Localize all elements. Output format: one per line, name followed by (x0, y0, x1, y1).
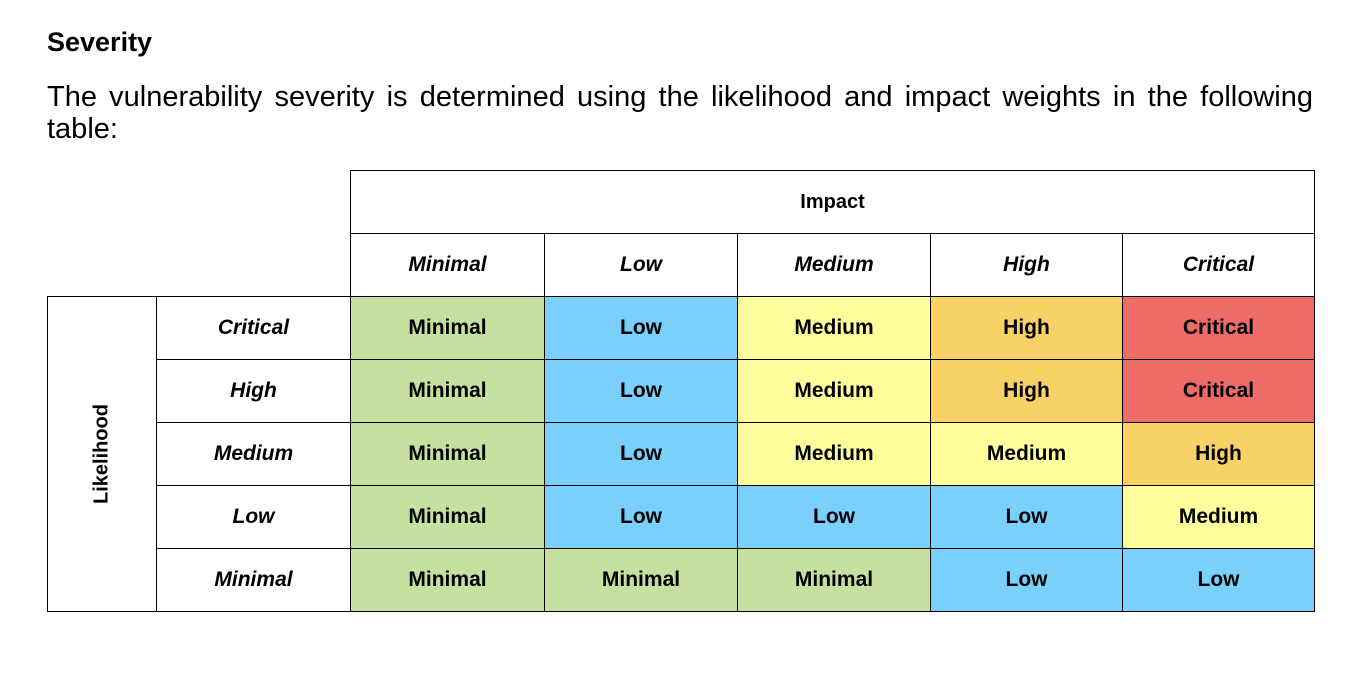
matrix-row: Minimal Minimal Minimal Minimal Low Low (48, 548, 1315, 612)
severity-cell: Low (930, 485, 1123, 549)
matrix-row: Medium Minimal Low Medium Medium High (48, 422, 1315, 486)
severity-cell: Minimal (350, 485, 545, 549)
likelihood-level-header: Medium (156, 422, 351, 486)
impact-levels-row: Minimal Low Medium High Critical (48, 233, 1315, 297)
severity-cell: High (930, 359, 1123, 423)
likelihood-title: Likelihood (90, 404, 113, 504)
impact-level-header: Minimal (350, 233, 545, 297)
severity-cell: Minimal (544, 548, 738, 612)
severity-cell: High (1122, 422, 1315, 486)
severity-cell: Minimal (350, 296, 545, 360)
impact-level-header: Low (544, 233, 738, 297)
impact-title-row: Impact (48, 170, 1315, 234)
severity-cell: Medium (737, 422, 931, 486)
severity-cell: Low (737, 485, 931, 549)
severity-cell: Minimal (350, 359, 545, 423)
severity-cell: Medium (930, 422, 1123, 486)
severity-cell: Low (1122, 548, 1315, 612)
impact-level-header: Critical (1122, 233, 1315, 297)
severity-cell: Critical (1122, 359, 1315, 423)
corner-blank (48, 171, 351, 234)
likelihood-level-header: Minimal (156, 548, 351, 612)
matrix-row: Low Minimal Low Low Low Medium (48, 485, 1315, 549)
severity-cell: Medium (737, 296, 931, 360)
severity-cell: Low (930, 548, 1123, 612)
severity-cell: Low (544, 422, 738, 486)
likelihood-level-header: Low (156, 485, 351, 549)
likelihood-level-header: Critical (156, 296, 351, 360)
severity-cell: Minimal (350, 548, 545, 612)
impact-title: Impact (350, 170, 1315, 234)
matrix-row: Likelihood Critical Minimal Low Medium H… (47, 296, 1315, 612)
impact-level-header: High (930, 233, 1123, 297)
corner-blank (48, 234, 351, 297)
likelihood-level-header: High (156, 359, 351, 423)
likelihood-title-cell: Likelihood (47, 296, 157, 612)
severity-cell: Low (544, 485, 738, 549)
severity-cell: Medium (1122, 485, 1315, 549)
section-paragraph: The vulnerability severity is determined… (47, 81, 1313, 145)
severity-matrix-table: Impact Minimal Low Medium High Critical … (47, 170, 1315, 612)
impact-level-header: Medium (737, 233, 931, 297)
severity-cell: Minimal (350, 422, 545, 486)
severity-cell: High (930, 296, 1123, 360)
severity-cell: Low (544, 296, 738, 360)
severity-cell: Critical (1122, 296, 1315, 360)
matrix-row: High Minimal Low Medium High Critical (48, 359, 1315, 423)
severity-cell: Medium (737, 359, 931, 423)
severity-cell: Low (544, 359, 738, 423)
section-heading: Severity (47, 27, 153, 57)
severity-cell: Minimal (737, 548, 931, 612)
